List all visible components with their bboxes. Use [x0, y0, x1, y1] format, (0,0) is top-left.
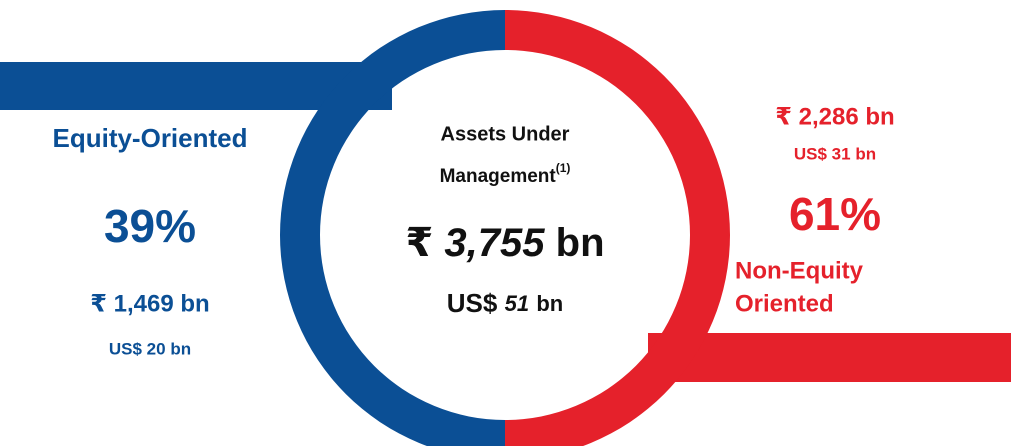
aum-usd: US$ 51 bn	[447, 288, 563, 318]
amount: 3,755	[444, 221, 545, 265]
non-equity-ring	[505, 10, 730, 446]
equity-local: ₹ 1,469 bn	[90, 290, 209, 317]
equity-usd: US$ 20 bn	[109, 339, 191, 358]
aum-local: ₹ 3,755 bn	[405, 221, 604, 265]
non-equity-local: ₹ 2,286 bn	[775, 103, 894, 130]
usd-amount: 51	[505, 291, 529, 316]
center-title: Assets Under	[441, 123, 570, 145]
non-equity-share: 61%	[789, 188, 881, 240]
usd-prefix: US$	[447, 288, 498, 318]
non-equity-band	[648, 333, 1011, 382]
equity-ring	[280, 10, 505, 446]
equity-label: Equity-Oriented	[52, 123, 247, 153]
center-title: Management(1)	[440, 161, 571, 187]
usd-unit: bn	[536, 291, 563, 316]
non-equity-usd: US$ 31 bn	[794, 144, 876, 163]
center-title: Management	[440, 166, 557, 187]
non-equity-label: Non-Equity	[735, 257, 864, 284]
unit: bn	[556, 221, 605, 265]
currency: ₹	[405, 221, 433, 265]
non-equity-label: Oriented	[735, 290, 834, 317]
footnote: (1)	[556, 161, 571, 175]
equity-share: 39%	[104, 200, 196, 252]
